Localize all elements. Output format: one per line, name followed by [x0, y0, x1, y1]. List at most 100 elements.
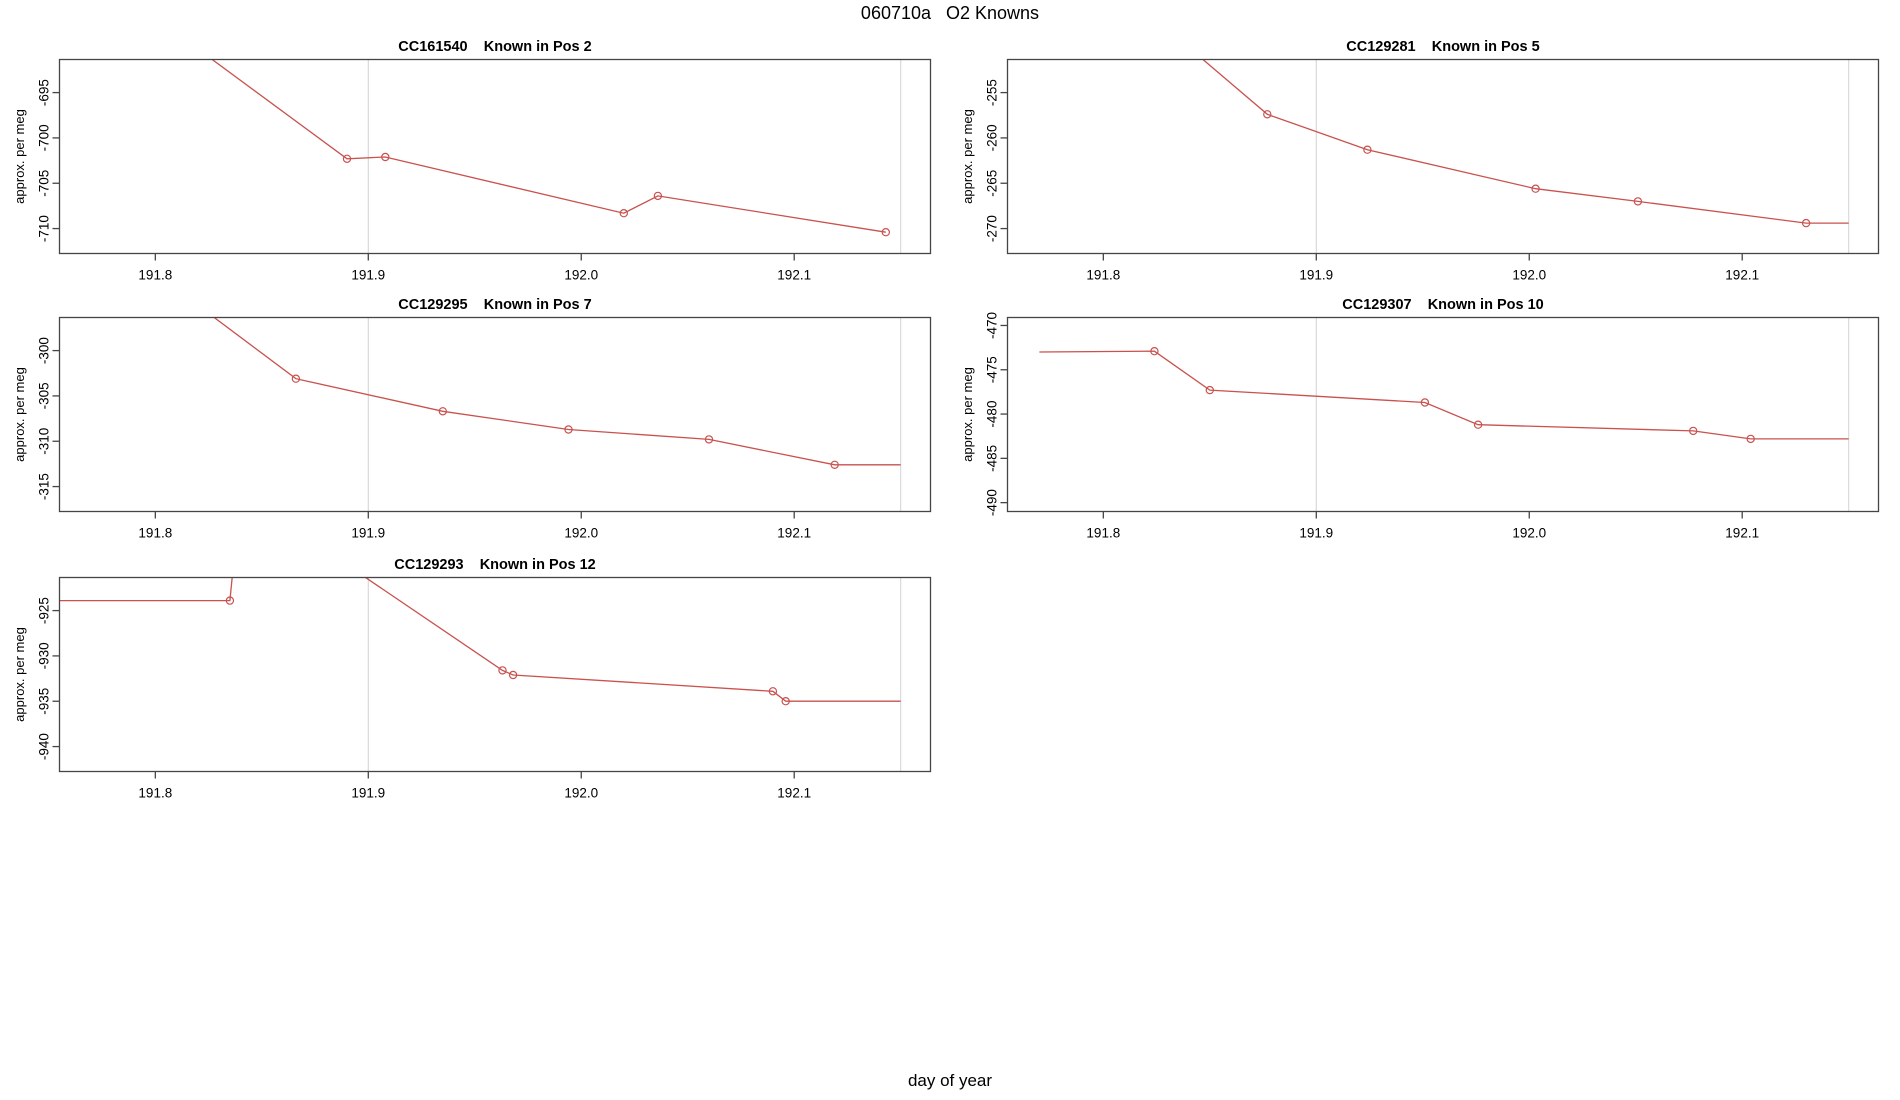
y-axis-label: approx. per meg	[960, 367, 975, 462]
y-axis-label: approx. per meg	[960, 109, 975, 204]
y-axis-label: approx. per meg	[12, 109, 27, 204]
data-point-marker	[1531, 184, 1540, 193]
data-point-marker	[881, 227, 891, 237]
y-tick-label: -270	[985, 215, 1000, 242]
data-point-marker	[653, 191, 663, 201]
plot-box	[58, 316, 932, 513]
data-point-marker	[768, 687, 778, 696]
x-tick-label: 191.9	[351, 268, 385, 283]
data-point-marker	[438, 407, 447, 416]
data-line	[213, 317, 901, 466]
data-point-marker	[498, 666, 507, 675]
data-point-marker	[1420, 398, 1430, 407]
data-point-marker	[704, 435, 714, 444]
x-tick-label: 192.0	[564, 786, 598, 801]
data-point-marker	[225, 596, 235, 605]
x-tick-label: 191.9	[1299, 268, 1333, 283]
x-tick-label: 191.8	[1086, 268, 1120, 283]
chart-panel-CC129295: 191.8 191.9 192.0 192.1 -315 -310 -305 -300 appr…	[10, 288, 950, 551]
y-tick-label: -700	[37, 124, 52, 151]
data-point-marker	[1263, 110, 1272, 119]
y-tick-label: -695	[37, 79, 52, 106]
x-tick-label: 191.9	[351, 786, 385, 801]
y-axis-label: approx. per meg	[12, 627, 27, 722]
chart-canvas-CC161540: 191.8 191.9 192.0 192.1 -710 -705 -700 -695 appr…	[12, 39, 932, 283]
y-tick-label: -485	[985, 445, 1000, 472]
x-tick-label: 191.8	[1086, 526, 1120, 541]
data-point-marker	[1746, 434, 1755, 444]
data-point-marker	[1363, 145, 1372, 154]
x-tick-label: 191.8	[138, 268, 172, 283]
data-point-marker	[1473, 420, 1483, 429]
chart-panel-CC161540: 191.8 191.9 192.0 192.1 -710 -705 -700 -695 appr…	[10, 30, 950, 293]
x-tick-label: 192.0	[1512, 526, 1546, 541]
chart-title: CC161540 Known in Pos 2	[398, 39, 591, 55]
x-axis-title: day of year	[907, 1071, 993, 1090]
data-point-marker	[291, 374, 301, 383]
chart-panel-CC129281: 191.8 191.9 192.0 192.1 -270 -265 -260 -255 appr…	[958, 30, 1898, 293]
data-point-marker	[781, 696, 790, 706]
chart-title: CC129281 Known in Pos 5	[1346, 39, 1539, 55]
x-tick-label: 192.1	[1725, 526, 1759, 541]
chart-canvas-CC129295: 191.8 191.9 192.0 192.1 -315 -310 -305 -300 appr…	[12, 297, 932, 541]
data-point-marker	[619, 208, 629, 218]
y-tick-label: -300	[37, 337, 52, 364]
plot-box	[58, 58, 932, 255]
y-tick-label: -490	[985, 489, 1000, 516]
chart-title: CC129295 Known in Pos 7	[398, 297, 591, 313]
chart-canvas-CC129293: 191.8 191.9 192.0 192.1 -940 -935 -930 -925 appr…	[12, 557, 932, 801]
data-line	[1039, 350, 1849, 440]
y-tick-label: -475	[985, 356, 1000, 383]
data-point-marker	[564, 425, 573, 434]
x-tick-label: 191.8	[138, 526, 172, 541]
y-tick-label: -705	[37, 170, 52, 197]
x-tick-label: 192.0	[1512, 268, 1546, 283]
data-point-marker	[1205, 385, 1214, 395]
x-tick-label: 191.9	[1299, 526, 1333, 541]
y-axis-label: approx. per meg	[12, 367, 27, 462]
data-line	[59, 577, 901, 702]
data-point-marker	[381, 152, 390, 162]
data-point-marker	[342, 154, 352, 164]
y-tick-label: -255	[985, 79, 1000, 106]
page-title: 060710a O2 Knowns	[860, 3, 1040, 23]
x-tick-label: 192.1	[777, 786, 811, 801]
x-tick-label: 192.1	[777, 268, 811, 283]
plot-box	[1006, 316, 1880, 513]
y-tick-label: -480	[985, 401, 1000, 428]
x-tick-label: 191.8	[138, 786, 172, 801]
x-tick-label: 192.1	[777, 526, 811, 541]
y-tick-label: -260	[985, 124, 1000, 151]
data-line	[1201, 59, 1849, 224]
y-tick-label: -310	[37, 428, 52, 455]
y-tick-label: -265	[985, 170, 1000, 197]
data-line	[211, 59, 886, 233]
y-tick-label: -940	[37, 733, 52, 760]
data-point-marker	[830, 460, 839, 469]
x-tick-label: 192.0	[564, 268, 598, 283]
data-point-marker	[1689, 426, 1698, 436]
chart-panel-CC129293: 191.8 191.9 192.0 192.1 -940 -935 -930 -925 appr…	[10, 548, 950, 811]
y-tick-label: -710	[37, 215, 52, 242]
chart-title: CC129307 Known in Pos 10	[1342, 297, 1543, 313]
chart-title: CC129293 Known in Pos 12	[394, 557, 595, 573]
data-point-marker	[1801, 218, 1811, 228]
data-point-marker	[1150, 347, 1159, 356]
y-tick-label: -470	[985, 312, 1000, 339]
y-tick-label: -935	[37, 688, 52, 715]
x-tick-label: 192.1	[1725, 268, 1759, 283]
y-tick-label: -305	[37, 382, 52, 409]
chart-canvas-CC129307: 191.8 191.9 192.0 192.1 -490 -485 -480 -475 -470…	[960, 297, 1880, 541]
y-tick-label: -930	[37, 642, 52, 669]
y-tick-label: -925	[37, 597, 52, 624]
plot-box	[58, 576, 932, 773]
y-tick-label: -315	[37, 473, 52, 500]
chart-canvas-CC129281: 191.8 191.9 192.0 192.1 -270 -265 -260 -255 appr…	[960, 39, 1880, 283]
data-point-marker	[508, 670, 518, 680]
data-point-marker	[1633, 197, 1643, 206]
chart-panel-CC129307: 191.8 191.9 192.0 192.1 -490 -485 -480 -475 -470…	[958, 288, 1898, 551]
plot-box	[1006, 58, 1880, 255]
x-tick-label: 192.0	[564, 526, 598, 541]
x-tick-label: 191.9	[351, 526, 385, 541]
